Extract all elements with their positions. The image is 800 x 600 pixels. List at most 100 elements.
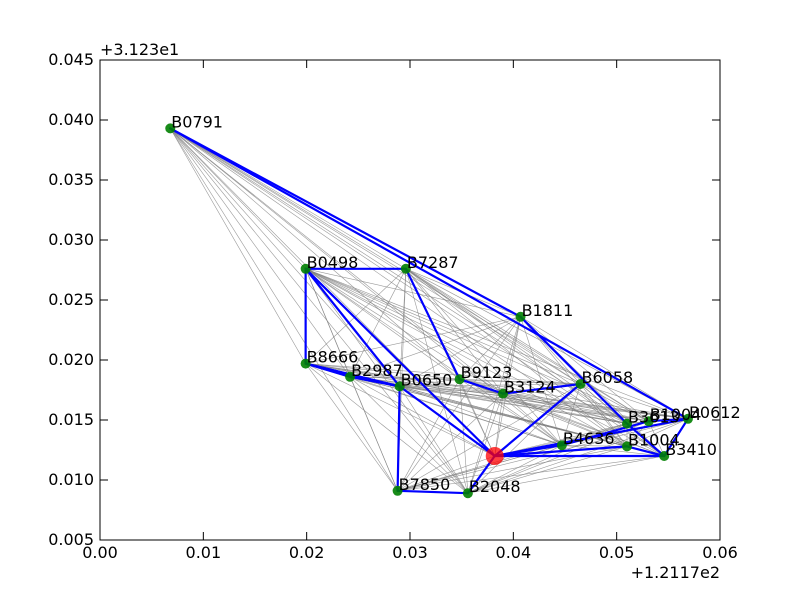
background-edge [502, 393, 649, 422]
background-edge [561, 383, 581, 446]
route-segment [493, 382, 582, 458]
x-tick-label: 0.06 [702, 543, 738, 562]
node-label: B1811 [522, 301, 574, 320]
background-edge [494, 393, 504, 457]
background-edge [467, 393, 504, 494]
y-tick-label: 0.040 [48, 110, 94, 129]
background-edge [170, 128, 400, 387]
x-tick-label: 0.03 [392, 543, 428, 562]
background-edge [459, 378, 563, 446]
background-edge [502, 393, 563, 446]
node-point [345, 371, 356, 382]
background-edge [349, 376, 495, 457]
node-label: B3124 [504, 378, 556, 397]
node-point [394, 381, 405, 392]
background-edge [305, 363, 460, 380]
node-label: B1004 [628, 430, 680, 449]
node-label: B0612 [689, 403, 741, 422]
background-edge [399, 383, 581, 387]
x-tick-label: 0.00 [82, 543, 118, 562]
background-edge [467, 383, 581, 494]
y-tick-label: 0.030 [48, 230, 94, 249]
x-axis: 0.00 0.01 0.02 0.03 0.04 0.05 0.06 [82, 60, 738, 562]
route-segment [169, 127, 690, 420]
route-edges [169, 127, 690, 495]
node-point [659, 451, 670, 461]
background-edge [626, 418, 689, 447]
background-edge [467, 455, 665, 494]
route-segment [396, 489, 469, 495]
background-edge [399, 386, 563, 446]
background-edge [397, 383, 581, 492]
route-segment [169, 127, 522, 318]
node-point [622, 418, 632, 429]
background-edge [467, 316, 521, 494]
node-label: B3613 [628, 408, 680, 427]
route-segment [519, 315, 629, 425]
background-edge [170, 128, 351, 377]
background-edge [305, 268, 563, 446]
background-edge [648, 421, 665, 457]
route-segment [398, 385, 496, 458]
background-edge [399, 386, 665, 457]
background-edge [467, 446, 628, 494]
node-point [300, 358, 311, 369]
node-label: B0498 [307, 253, 359, 272]
x-tick-label: 0.02 [289, 543, 325, 562]
background-edge [170, 128, 306, 364]
route-segment [501, 382, 582, 395]
background-edge [459, 378, 581, 385]
background-edge [170, 128, 407, 270]
background-edge [170, 128, 469, 494]
background-edge [397, 446, 628, 492]
background-edge [520, 316, 649, 422]
node-label: B7287 [407, 253, 459, 272]
background-edge [520, 316, 689, 420]
route-segment [396, 385, 401, 492]
route-segment [304, 267, 401, 388]
route-segment [348, 375, 401, 388]
y-tick-label: 0.035 [48, 170, 94, 189]
background-edge [502, 393, 665, 457]
background-edge [349, 376, 398, 491]
background-edge [399, 386, 628, 424]
background-edge [399, 378, 460, 387]
route-segment [493, 445, 629, 458]
background-edge [305, 268, 407, 364]
route-segment [404, 267, 461, 381]
background-edge [305, 316, 521, 364]
y-axis: 0.005 0.010 0.015 0.020 0.025 0.030 0.035 0.040… [48, 50, 720, 549]
background-edge [399, 386, 689, 420]
background-edge [397, 455, 495, 492]
background-edge [349, 268, 407, 377]
background-edge [349, 316, 521, 378]
node-point [515, 311, 526, 322]
route-segment [458, 378, 505, 395]
node-point [300, 263, 311, 274]
node-label: B7850 [399, 475, 451, 494]
background-edge [397, 455, 665, 492]
node-point [575, 379, 586, 389]
background-edge [399, 386, 649, 422]
background-edge [494, 316, 521, 457]
node-point [556, 440, 567, 451]
node-label: B1004 [650, 405, 702, 424]
background-edge [459, 378, 689, 420]
node-point [165, 123, 176, 134]
background-edge [397, 393, 504, 492]
node-point [454, 374, 465, 385]
highlighted-node-point [485, 447, 504, 465]
route-segment [625, 445, 666, 458]
y-offset-label: +3.123e1 [100, 40, 179, 59]
node-point [400, 263, 411, 274]
background-edge [502, 393, 689, 420]
x-offset-label: +1.2117e2 [631, 563, 720, 582]
route-segment [304, 267, 496, 458]
background-edge [170, 128, 306, 270]
background-edge [305, 268, 521, 318]
background-edge [170, 128, 398, 491]
background-edge [305, 363, 398, 491]
background-edge [305, 268, 581, 385]
y-tick-label: 0.045 [48, 50, 94, 69]
